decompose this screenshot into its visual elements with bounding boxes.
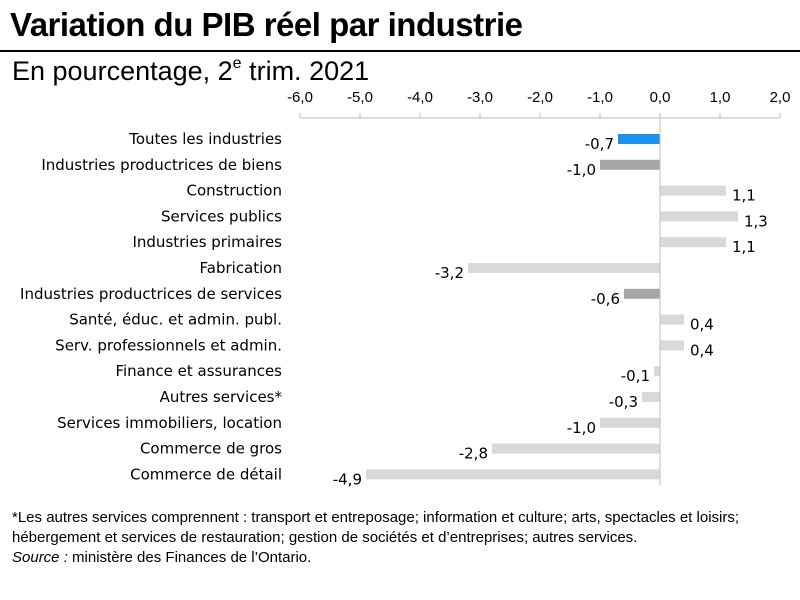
x-tick-label: -6,0 xyxy=(287,89,313,106)
data-label: 1,3 xyxy=(744,212,768,230)
bar xyxy=(492,443,660,454)
bar xyxy=(660,340,684,351)
bar xyxy=(618,134,660,144)
bar xyxy=(600,417,660,428)
bar xyxy=(366,469,660,480)
x-tick-label: 2,0 xyxy=(770,89,791,106)
category-label: Services immobiliers, location xyxy=(57,414,282,432)
subtitle-superscript: e xyxy=(232,55,242,72)
x-tick-label: -5,0 xyxy=(347,89,373,106)
chart-title: Variation du PIB réel par industrie xyxy=(10,6,523,43)
source-line: Source : ministère des Finances de l’Ont… xyxy=(12,548,752,568)
category-label: Industries primaires xyxy=(132,233,282,251)
bar xyxy=(468,263,660,273)
x-tick-label: -4,0 xyxy=(407,89,433,106)
data-label: -1,0 xyxy=(567,419,596,437)
x-tick-label: -1,0 xyxy=(587,89,613,106)
data-label: -3,2 xyxy=(435,264,464,282)
bar xyxy=(642,392,660,402)
data-label: 0,4 xyxy=(690,341,714,359)
bar xyxy=(660,185,726,196)
bar xyxy=(660,237,726,248)
category-label: Commerce de détail xyxy=(130,465,282,483)
category-label: Toutes les industries xyxy=(128,130,282,148)
bar xyxy=(660,314,684,325)
category-label: Finance et assurances xyxy=(115,362,282,380)
data-label: 1,1 xyxy=(732,238,756,256)
category-label: Construction xyxy=(186,182,282,200)
x-tick-label: -2,0 xyxy=(527,89,553,106)
x-axis-ticks: -6,0 -5,0 -4,0 -3,0 -2,0 -1,0 0,0 1,0 2,0 xyxy=(287,89,791,119)
title-divider xyxy=(0,50,800,52)
category-labels: Toutes les industries Industries productr… xyxy=(20,130,282,483)
category-label: Industries productrices de biens xyxy=(41,156,282,174)
x-tick-label: 0,0 xyxy=(650,89,671,106)
data-label: 1,1 xyxy=(732,187,756,205)
category-label: Fabrication xyxy=(200,259,282,277)
value-labels: -0,7-1,01,11,31,1-3,2-0,60,40,4-0,1-0,3-… xyxy=(333,135,768,488)
data-label: -0,7 xyxy=(585,135,614,153)
category-label: Industries productrices de services xyxy=(20,285,282,303)
footnote: *Les autres services comprennent : trans… xyxy=(12,508,752,568)
data-label: -2,8 xyxy=(459,445,488,463)
source-text: ministère des Finances de l’Ontario. xyxy=(67,549,312,566)
category-label: Commerce de gros xyxy=(140,440,282,458)
subtitle-prefix: En pourcentage, 2 xyxy=(12,56,233,86)
chart-subtitle: En pourcentage, 2e trim. 2021 xyxy=(12,56,369,87)
data-label: -1,0 xyxy=(567,161,596,179)
category-label: Services publics xyxy=(161,207,282,225)
subtitle-suffix: trim. 2021 xyxy=(241,56,370,86)
data-label: -0,1 xyxy=(621,367,650,385)
data-label: -4,9 xyxy=(333,470,362,488)
x-tick-label: -3,0 xyxy=(467,89,493,106)
category-label: Santé, éduc. et admin. publ. xyxy=(69,311,282,329)
bar-chart: -6,0 -5,0 -4,0 -3,0 -2,0 -1,0 0,0 1,0 2,0 Toutes… xyxy=(20,89,791,488)
data-label: -0,3 xyxy=(609,393,638,411)
data-label: 0,4 xyxy=(690,316,714,334)
data-label: -0,6 xyxy=(591,290,620,308)
category-label: Autres services* xyxy=(160,388,283,406)
bar xyxy=(624,288,660,299)
source-label: Source : xyxy=(12,549,68,566)
x-tick-label: 1,0 xyxy=(710,89,731,106)
category-label: Serv. professionnels et admin. xyxy=(55,336,282,354)
bar xyxy=(654,366,660,377)
bar xyxy=(660,211,738,222)
footnote-text: *Les autres services comprennent : trans… xyxy=(12,509,740,546)
bar xyxy=(600,159,660,170)
bars xyxy=(366,134,738,480)
